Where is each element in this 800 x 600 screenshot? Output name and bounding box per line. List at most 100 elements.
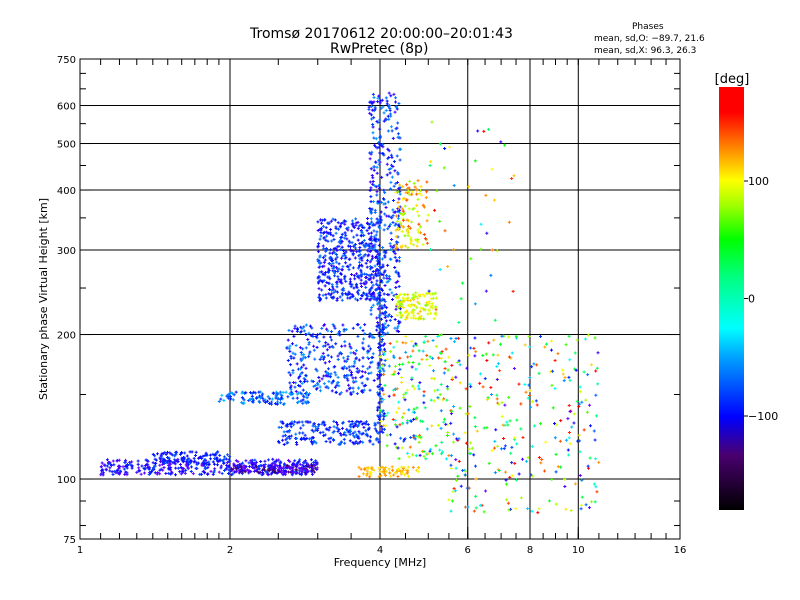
data-point	[484, 352, 488, 356]
data-point	[382, 373, 386, 377]
data-point	[336, 426, 340, 430]
data-point	[353, 297, 357, 301]
data-point	[291, 471, 295, 475]
data-point	[369, 100, 373, 104]
data-point	[343, 253, 347, 257]
data-point	[293, 352, 297, 356]
data-point	[357, 288, 361, 292]
data-point	[444, 422, 448, 426]
data-point	[425, 219, 429, 223]
data-point	[348, 296, 352, 300]
data-point	[429, 398, 433, 402]
data-point	[343, 359, 347, 363]
data-point	[267, 463, 271, 467]
data-point	[331, 234, 335, 238]
data-point	[406, 474, 410, 478]
data-point	[310, 442, 314, 446]
data-point	[366, 217, 370, 221]
data-point	[448, 145, 452, 149]
data-point	[257, 399, 261, 403]
data-point	[164, 471, 168, 475]
data-point	[349, 422, 353, 426]
data-point	[240, 391, 244, 395]
data-point	[345, 237, 349, 241]
data-point	[181, 469, 185, 473]
data-point	[159, 458, 163, 462]
data-point	[321, 420, 325, 424]
data-point	[442, 371, 446, 375]
data-point	[406, 293, 410, 297]
data-point	[596, 351, 600, 355]
data-point	[297, 391, 301, 395]
data-point	[205, 461, 209, 465]
data-point	[109, 463, 113, 467]
data-point	[321, 357, 325, 361]
data-point	[335, 248, 339, 252]
data-point	[390, 315, 394, 319]
data-point	[537, 371, 541, 375]
data-point	[329, 227, 333, 231]
data-point	[278, 463, 282, 467]
data-point	[316, 333, 320, 337]
data-point	[412, 344, 416, 348]
data-point	[244, 391, 248, 395]
data-point	[209, 469, 213, 473]
data-point	[456, 360, 460, 364]
data-point	[383, 191, 387, 195]
data-point	[353, 430, 357, 434]
data-point	[396, 271, 400, 275]
data-point	[468, 404, 472, 408]
data-point	[336, 267, 340, 271]
data-point	[305, 420, 309, 424]
data-point	[382, 270, 386, 274]
data-point	[559, 419, 563, 423]
data-point	[379, 474, 383, 478]
data-point	[289, 390, 293, 394]
data-point	[482, 129, 486, 133]
data-point	[381, 332, 385, 336]
data-point	[384, 414, 388, 418]
data-point	[302, 460, 306, 464]
data-point	[170, 470, 174, 474]
data-point	[334, 227, 338, 231]
data-point	[341, 420, 345, 424]
data-point	[584, 503, 588, 507]
data-point	[155, 452, 159, 456]
data-point	[281, 434, 285, 438]
data-point	[512, 366, 516, 370]
data-point	[305, 401, 309, 405]
data-point	[359, 256, 363, 260]
data-point	[336, 375, 340, 379]
data-point	[329, 219, 333, 223]
data-point	[484, 193, 488, 197]
data-point	[381, 105, 385, 109]
data-point	[376, 96, 380, 100]
data-point	[368, 111, 372, 115]
data-point	[416, 312, 420, 316]
data-point	[307, 331, 311, 335]
data-points	[99, 91, 601, 515]
data-point	[370, 286, 374, 290]
data-point	[279, 393, 283, 397]
data-point	[406, 246, 410, 250]
data-point	[368, 225, 372, 229]
data-point	[336, 357, 340, 361]
data-point	[425, 190, 429, 194]
data-point	[322, 264, 326, 268]
data-point	[395, 219, 399, 223]
data-point	[360, 258, 364, 262]
data-point	[407, 192, 411, 196]
data-point	[299, 426, 303, 430]
data-point	[490, 248, 494, 252]
data-point	[433, 292, 437, 296]
data-point	[366, 294, 370, 298]
data-point	[321, 244, 325, 248]
data-point	[396, 279, 400, 283]
data-point	[328, 440, 332, 444]
data-point	[423, 303, 427, 307]
data-point	[294, 432, 298, 436]
data-point	[381, 430, 385, 434]
data-point	[479, 222, 483, 226]
